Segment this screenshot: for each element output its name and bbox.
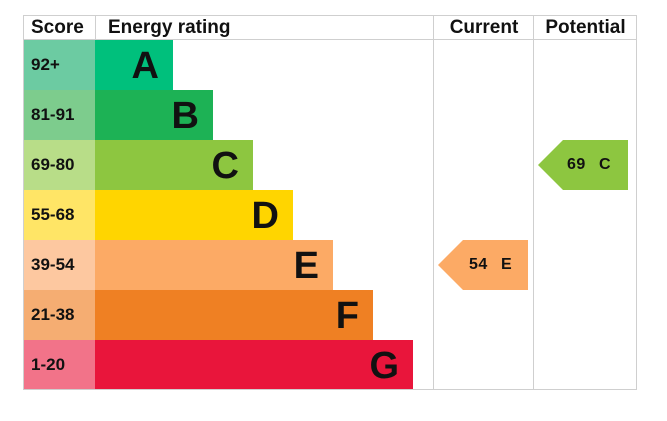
potential-arrow-shape — [538, 140, 628, 190]
header-potential: Potential — [545, 17, 626, 38]
header-current: Current — [449, 17, 519, 38]
grid-score-divider — [95, 15, 96, 40]
rating-bar-a: A — [95, 40, 173, 90]
rating-letter-c: C — [211, 145, 239, 187]
score-cell-f: 21-38 — [23, 290, 95, 340]
grid-top-line — [23, 15, 637, 16]
score-cell-g: 1-20 — [23, 340, 95, 390]
score-cell-d: 55-68 — [23, 190, 95, 240]
rating-letter-b: B — [171, 95, 199, 137]
rating-bar-d: D — [95, 190, 293, 240]
score-cell-c: 69-80 — [23, 140, 95, 190]
potential-rating-letter: C — [599, 156, 612, 173]
header-energy-rating: Energy rating — [108, 17, 231, 38]
current-rating-arrow: 54 E — [438, 240, 528, 290]
potential-rating-arrow: 69 C — [538, 140, 628, 190]
header-score: Score — [31, 17, 84, 38]
rating-bar-f: F — [95, 290, 373, 340]
grid-right-line — [636, 15, 637, 390]
score-cell-b: 81-91 — [23, 90, 95, 140]
rating-letter-f: F — [335, 295, 359, 337]
potential-rating-value: 69 — [567, 156, 586, 173]
epc-chart: Score Energy rating Current Potential 92… — [23, 15, 637, 390]
grid-left-line — [23, 15, 24, 390]
rating-letter-e: E — [293, 245, 319, 287]
score-cell-e: 39-54 — [23, 240, 95, 290]
current-rating-value: 54 — [469, 256, 488, 273]
current-arrow-shape — [438, 240, 528, 290]
score-cell-a: 92+ — [23, 40, 95, 90]
grid-current-left-line — [433, 15, 434, 390]
rating-bar-e: E — [95, 240, 333, 290]
rating-letter-g: G — [369, 345, 399, 387]
rating-letter-a: A — [131, 45, 159, 87]
grid-bottom-line — [23, 389, 637, 390]
rating-bar-g: G — [95, 340, 413, 390]
current-rating-letter: E — [501, 256, 513, 273]
rating-bar-c: C — [95, 140, 253, 190]
rating-bar-b: B — [95, 90, 213, 140]
rating-letter-d: D — [251, 195, 279, 237]
grid-header-line — [23, 39, 637, 40]
grid-current-right-line — [533, 15, 534, 390]
